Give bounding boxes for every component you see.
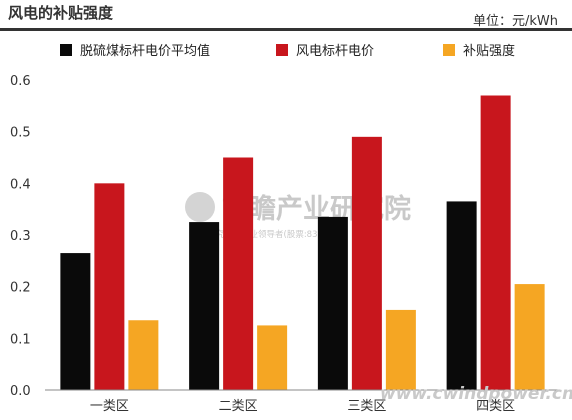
x-tick-label: 三类区 bbox=[347, 399, 386, 414]
bar bbox=[60, 253, 91, 390]
legend-label: 风电标杆电价 bbox=[296, 44, 374, 59]
unit-label: 单位：元/kWh bbox=[472, 14, 558, 29]
bar bbox=[385, 309, 416, 390]
x-tick-label: 一类区 bbox=[90, 399, 129, 414]
y-tick-label: 0.6 bbox=[10, 74, 31, 89]
watermark-sub-text: 中国研究咨询行业领导者(股票:839599) bbox=[190, 229, 342, 240]
y-tick-label: 0.5 bbox=[10, 126, 31, 141]
legend-swatch bbox=[60, 44, 72, 56]
bar bbox=[189, 222, 220, 390]
bar bbox=[351, 136, 382, 390]
bar bbox=[94, 183, 125, 390]
bar bbox=[317, 216, 348, 390]
watermark-logo-icon bbox=[185, 192, 215, 222]
y-tick-label: 0.0 bbox=[10, 384, 31, 399]
legend-swatch bbox=[443, 44, 455, 56]
bar bbox=[223, 157, 254, 390]
bar bbox=[480, 95, 511, 390]
chart-title: 风电的补贴强度 bbox=[8, 4, 114, 22]
y-tick-label: 0.2 bbox=[10, 281, 31, 296]
legend-label: 补贴强度 bbox=[463, 43, 515, 59]
x-tick-label: 二类区 bbox=[219, 399, 258, 414]
legend-label: 脱硫煤标杆电价平均值 bbox=[80, 43, 210, 59]
y-tick-label: 0.1 bbox=[10, 332, 31, 347]
watermark-site-text: www.cwindpower.cn bbox=[380, 384, 572, 404]
bar bbox=[257, 325, 288, 390]
title-divider bbox=[0, 28, 572, 31]
y-tick-label: 0.4 bbox=[10, 177, 31, 192]
bar bbox=[514, 284, 545, 390]
bar bbox=[446, 201, 477, 390]
x-tick-label: 四类区 bbox=[476, 399, 515, 414]
legend-swatch bbox=[276, 44, 288, 56]
y-tick-label: 0.3 bbox=[10, 229, 31, 244]
bar bbox=[128, 320, 159, 390]
